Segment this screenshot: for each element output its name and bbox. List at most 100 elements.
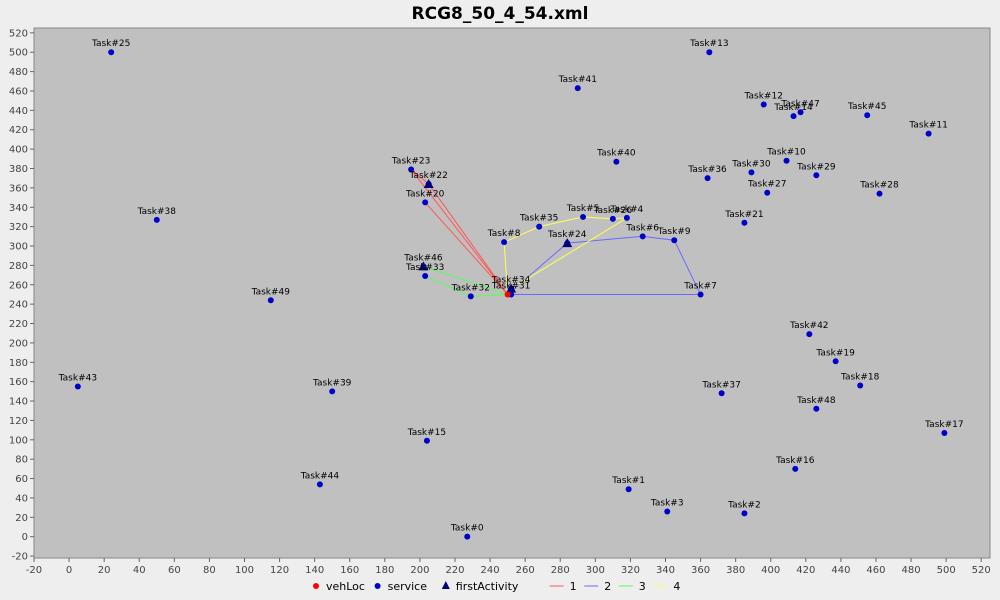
- task-label: Task#46: [403, 253, 443, 263]
- service-point: [697, 291, 704, 298]
- y-tick-label: 320: [9, 222, 28, 233]
- point-labels: Task#0Task#1Task#2Task#3Task#4Task#5Task…: [58, 39, 964, 533]
- y-tick-label: 420: [9, 125, 28, 136]
- x-tick-label: 160: [340, 565, 359, 576]
- service-point: [664, 508, 671, 515]
- task-label: Task#16: [775, 456, 815, 466]
- x-tick-label: 140: [305, 565, 324, 576]
- x-tick-label: 200: [410, 565, 429, 576]
- vehicle-location-point: [504, 291, 511, 298]
- legend-label: vehLoc: [326, 580, 365, 593]
- y-tick-label: 100: [9, 435, 28, 446]
- task-label: Task#41: [558, 75, 597, 85]
- y-tick-label: 200: [9, 338, 28, 349]
- first-activity-marker: [418, 261, 429, 271]
- service-point: [941, 430, 948, 437]
- task-label: Task#38: [137, 207, 177, 217]
- task-label: Task#39: [312, 378, 352, 388]
- task-label: Task#13: [689, 39, 728, 49]
- y-tick-label: 140: [9, 397, 28, 408]
- service-point: [613, 158, 620, 165]
- task-label: Task#34: [491, 276, 531, 286]
- service-point: [876, 190, 883, 197]
- service-point: [574, 85, 581, 92]
- x-tick-label: 220: [445, 565, 464, 576]
- task-label: Task#8: [487, 229, 521, 239]
- x-tick-label: 480: [902, 565, 921, 576]
- service-point: [925, 130, 932, 137]
- y-tick-label: 180: [9, 358, 28, 369]
- x-tick-label: 520: [972, 565, 991, 576]
- task-label: Task#10: [766, 148, 806, 158]
- service-point: [536, 223, 543, 230]
- y-tick-label: 380: [9, 164, 28, 175]
- service-point: [625, 486, 632, 493]
- x-tick-label: 280: [551, 565, 570, 576]
- service-point: [718, 390, 725, 397]
- x-tick-label: 500: [937, 565, 956, 576]
- task-label: Task#37: [701, 380, 740, 390]
- task-label: Task#30: [731, 159, 771, 169]
- y-tick-label: 20: [15, 513, 28, 524]
- legend-firstActivity-marker: [441, 581, 450, 589]
- service-point: [832, 358, 839, 365]
- task-label: Task#27: [747, 180, 786, 190]
- service-point: [783, 157, 790, 164]
- x-tick-label: 360: [691, 565, 710, 576]
- y-tick-label: 480: [9, 67, 28, 78]
- service-point: [501, 239, 508, 246]
- service-point: [741, 510, 748, 517]
- x-tick-label: 320: [621, 565, 640, 576]
- x-tick-label: 300: [586, 565, 605, 576]
- task-label: Task#19: [815, 348, 855, 358]
- y-tick-label: 0: [22, 532, 28, 543]
- legend-label: 4: [673, 580, 680, 593]
- task-label: Task#40: [596, 149, 636, 159]
- service-point: [408, 166, 415, 173]
- legend-label: service: [388, 580, 428, 593]
- y-tick-label: 120: [9, 416, 28, 427]
- task-label: Task#43: [58, 374, 97, 384]
- task-label: Task#20: [405, 189, 445, 199]
- first-activity-marker: [562, 238, 573, 248]
- y-tick-label: 440: [9, 106, 28, 117]
- legend-label: 3: [639, 580, 646, 593]
- service-point: [790, 113, 797, 120]
- service-point: [423, 437, 430, 444]
- task-label: Task#28: [859, 181, 899, 191]
- task-label: Task#12: [744, 92, 783, 102]
- task-label: Task#24: [547, 230, 587, 240]
- x-tick-label: 80: [203, 565, 216, 576]
- service-point: [797, 109, 804, 116]
- task-label: Task#6: [625, 223, 659, 233]
- y-tick-label: 400: [9, 145, 28, 156]
- y-tick-label: 280: [9, 261, 28, 272]
- y-tick-label: 40: [15, 493, 28, 504]
- points: [74, 49, 948, 540]
- task-label: Task#48: [796, 396, 836, 406]
- x-tick-label: 100: [235, 565, 254, 576]
- service-point: [609, 215, 616, 222]
- x-tick-label: 340: [656, 565, 675, 576]
- service-point: [760, 101, 767, 108]
- y-tick-label: 460: [9, 86, 28, 97]
- task-label: Task#31: [491, 281, 530, 291]
- x-tick-label: 120: [270, 565, 289, 576]
- route-4-line: [503, 216, 628, 295]
- task-label: Task#22: [408, 171, 447, 181]
- task-label: Task#36: [687, 165, 727, 175]
- task-label: Task#26: [593, 206, 633, 216]
- task-label: Task#44: [300, 471, 340, 481]
- service-point: [806, 331, 813, 338]
- task-label: Task#14: [773, 103, 813, 113]
- task-label: Task#15: [407, 428, 446, 438]
- service-point: [792, 465, 799, 472]
- task-label: Task#35: [519, 214, 558, 224]
- service-point: [748, 169, 755, 176]
- service-point: [422, 273, 429, 280]
- task-label: Task#29: [796, 162, 836, 172]
- task-label: Task#18: [840, 373, 880, 383]
- y-tick-label: 80: [15, 455, 28, 466]
- service-point: [74, 383, 81, 390]
